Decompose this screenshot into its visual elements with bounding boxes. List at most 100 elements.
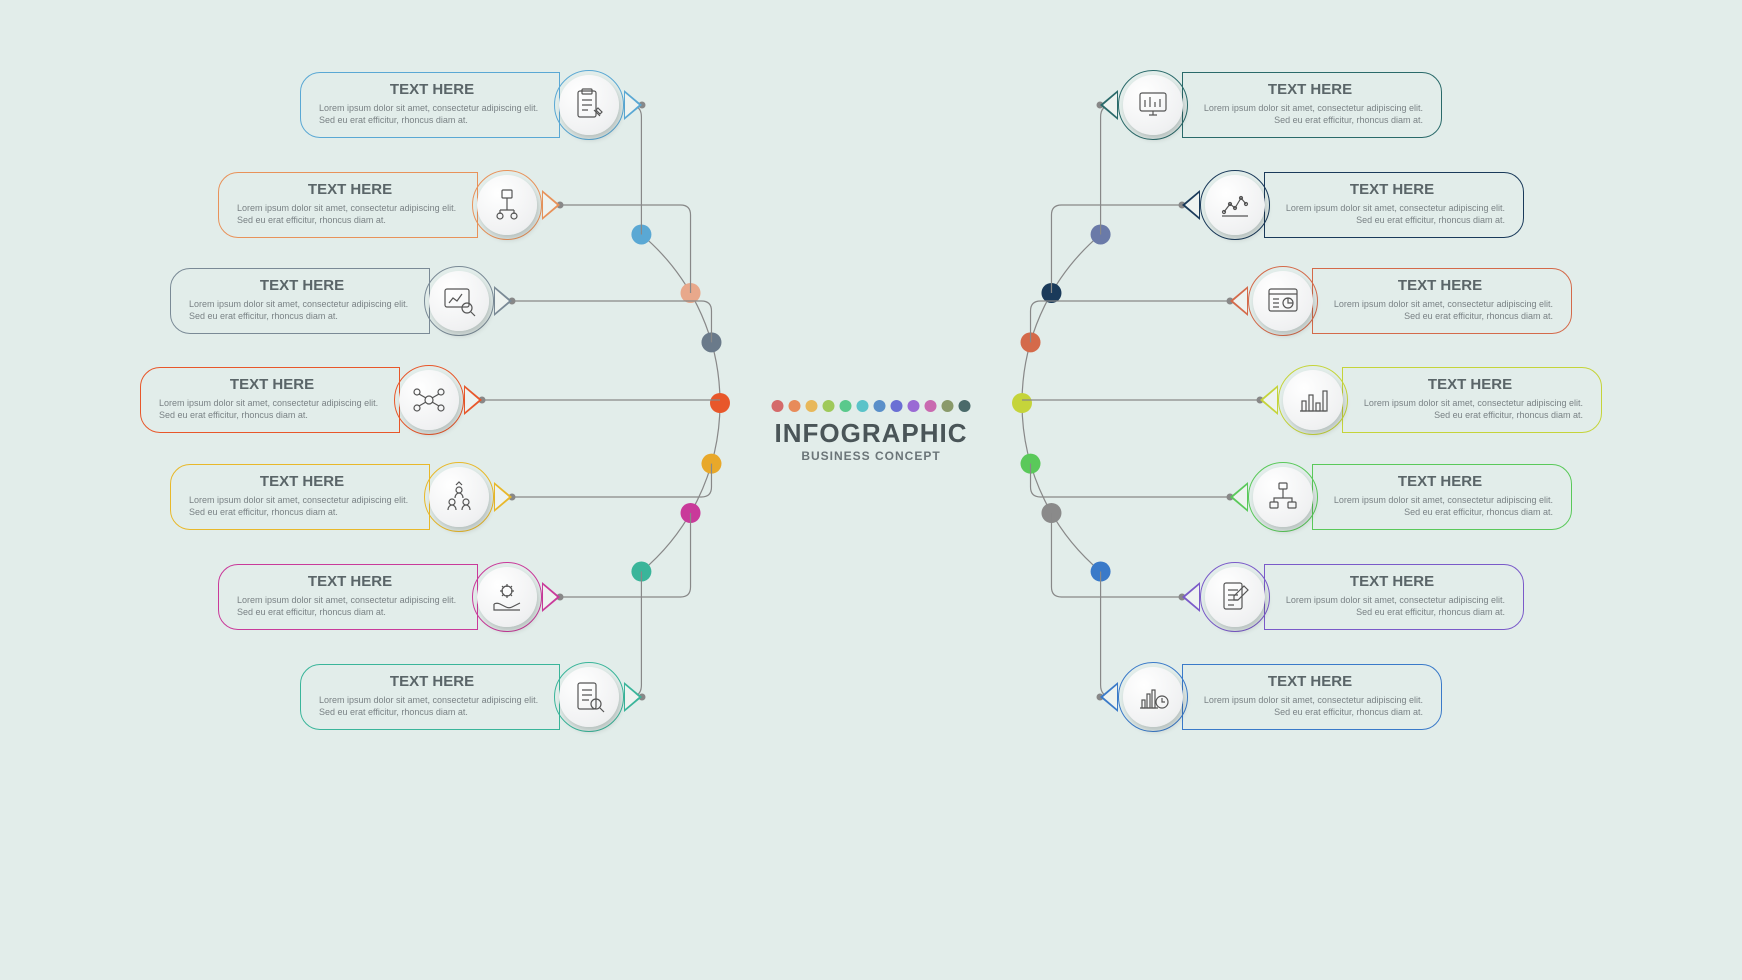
info-pill: TEXT HERE Lorem ipsum dolor sit amet, con… [1182,664,1442,730]
info-desc: Lorem ipsum dolor sit amet, consectetur … [189,298,415,322]
center-subtitle: BUSINESS CONCEPT [772,449,971,463]
info-pill: TEXT HERE Lorem ipsum dolor sit amet, con… [218,172,478,238]
arrow-icon [1260,385,1278,415]
arrow-icon [1230,286,1248,316]
info-pill: TEXT HERE Lorem ipsum dolor sit amet, con… [300,664,560,730]
info-item-right-6: TEXT HERE Lorem ipsum dolor sit amet, con… [1100,662,1442,732]
info-desc: Lorem ipsum dolor sit amet, consectetur … [1279,594,1505,618]
info-desc: Lorem ipsum dolor sit amet, consectetur … [189,494,415,518]
info-badge [472,562,542,632]
info-desc: Lorem ipsum dolor sit amet, consectetur … [159,397,385,421]
info-desc: Lorem ipsum dolor sit amet, consectetur … [319,694,545,718]
info-desc: Lorem ipsum dolor sit amet, consectetur … [237,594,463,618]
info-pill: TEXT HERE Lorem ipsum dolor sit amet, con… [170,464,430,530]
info-pill: TEXT HERE Lorem ipsum dolor sit amet, con… [1342,367,1602,433]
info-item-right-2: TEXT HERE Lorem ipsum dolor sit amet, con… [1230,266,1572,336]
info-pill: TEXT HERE Lorem ipsum dolor sit amet, con… [1312,268,1572,334]
center-title-block: INFOGRAPHIC BUSINESS CONCEPT [772,400,971,463]
arrow-icon [494,482,512,512]
info-desc: Lorem ipsum dolor sit amet, consectetur … [1279,202,1505,226]
info-pill: TEXT HERE Lorem ipsum dolor sit amet, con… [1264,564,1524,630]
info-title: TEXT HERE [189,473,415,490]
info-title: TEXT HERE [237,573,463,590]
center-dot [942,400,954,412]
info-item-right-0: TEXT HERE Lorem ipsum dolor sit amet, con… [1100,70,1442,140]
center-dot [925,400,937,412]
center-dot [908,400,920,412]
info-badge [424,266,494,336]
info-desc: Lorem ipsum dolor sit amet, consectetur … [1357,397,1583,421]
arrow-icon [464,385,482,415]
info-desc: Lorem ipsum dolor sit amet, consectetur … [237,202,463,226]
arrow-icon [624,90,642,120]
info-badge [554,662,624,732]
info-badge [1118,70,1188,140]
info-item-right-5: TEXT HERE Lorem ipsum dolor sit amet, con… [1182,562,1524,632]
info-badge [472,170,542,240]
info-pill: TEXT HERE Lorem ipsum dolor sit amet, con… [300,72,560,138]
info-title: TEXT HERE [1197,673,1423,690]
info-item-left-6: TEXT HERE Lorem ipsum dolor sit amet, con… [300,662,642,732]
arrow-icon [494,286,512,316]
info-item-right-4: TEXT HERE Lorem ipsum dolor sit amet, con… [1230,462,1572,532]
info-item-left-1: TEXT HERE Lorem ipsum dolor sit amet, con… [218,170,560,240]
center-dot-row [772,400,971,412]
arrow-icon [624,682,642,712]
info-desc: Lorem ipsum dolor sit amet, consectetur … [319,102,545,126]
info-title: TEXT HERE [319,81,545,98]
info-badge [1118,662,1188,732]
info-badge [424,462,494,532]
info-title: TEXT HERE [159,376,385,393]
info-pill: TEXT HERE Lorem ipsum dolor sit amet, con… [1264,172,1524,238]
info-pill: TEXT HERE Lorem ipsum dolor sit amet, con… [1182,72,1442,138]
info-pill: TEXT HERE Lorem ipsum dolor sit amet, con… [1312,464,1572,530]
info-title: TEXT HERE [319,673,545,690]
center-dot [806,400,818,412]
arrow-icon [1100,90,1118,120]
info-pill: TEXT HERE Lorem ipsum dolor sit amet, con… [218,564,478,630]
info-badge [394,365,464,435]
arrow-icon [1230,482,1248,512]
center-dot [959,400,971,412]
info-badge [1248,462,1318,532]
center-dot [840,400,852,412]
center-dot [857,400,869,412]
info-desc: Lorem ipsum dolor sit amet, consectetur … [1327,494,1553,518]
info-badge [1200,562,1270,632]
info-title: TEXT HERE [1279,181,1505,198]
center-dot [891,400,903,412]
info-item-left-2: TEXT HERE Lorem ipsum dolor sit amet, con… [170,266,512,336]
info-badge [554,70,624,140]
center-title: INFOGRAPHIC [772,418,971,449]
arrow-icon [1182,582,1200,612]
info-badge [1248,266,1318,336]
center-dot [823,400,835,412]
info-item-left-4: TEXT HERE Lorem ipsum dolor sit amet, con… [170,462,512,532]
info-pill: TEXT HERE Lorem ipsum dolor sit amet, con… [170,268,430,334]
info-item-right-1: TEXT HERE Lorem ipsum dolor sit amet, con… [1182,170,1524,240]
center-dot [789,400,801,412]
center-dot [772,400,784,412]
info-badge [1200,170,1270,240]
info-title: TEXT HERE [237,181,463,198]
info-title: TEXT HERE [1327,473,1553,490]
info-desc: Lorem ipsum dolor sit amet, consectetur … [1197,694,1423,718]
center-dot [874,400,886,412]
info-title: TEXT HERE [1197,81,1423,98]
info-title: TEXT HERE [1357,376,1583,393]
info-pill: TEXT HERE Lorem ipsum dolor sit amet, con… [140,367,400,433]
info-badge [1278,365,1348,435]
arrow-icon [542,582,560,612]
info-desc: Lorem ipsum dolor sit amet, consectetur … [1197,102,1423,126]
arrow-icon [542,190,560,220]
info-title: TEXT HERE [189,277,415,294]
info-item-left-5: TEXT HERE Lorem ipsum dolor sit amet, con… [218,562,560,632]
info-item-right-3: TEXT HERE Lorem ipsum dolor sit amet, con… [1260,365,1602,435]
info-title: TEXT HERE [1327,277,1553,294]
info-item-left-0: TEXT HERE Lorem ipsum dolor sit amet, con… [300,70,642,140]
arrow-icon [1100,682,1118,712]
info-item-left-3: TEXT HERE Lorem ipsum dolor sit amet, con… [140,365,482,435]
info-desc: Lorem ipsum dolor sit amet, consectetur … [1327,298,1553,322]
info-title: TEXT HERE [1279,573,1505,590]
arrow-icon [1182,190,1200,220]
